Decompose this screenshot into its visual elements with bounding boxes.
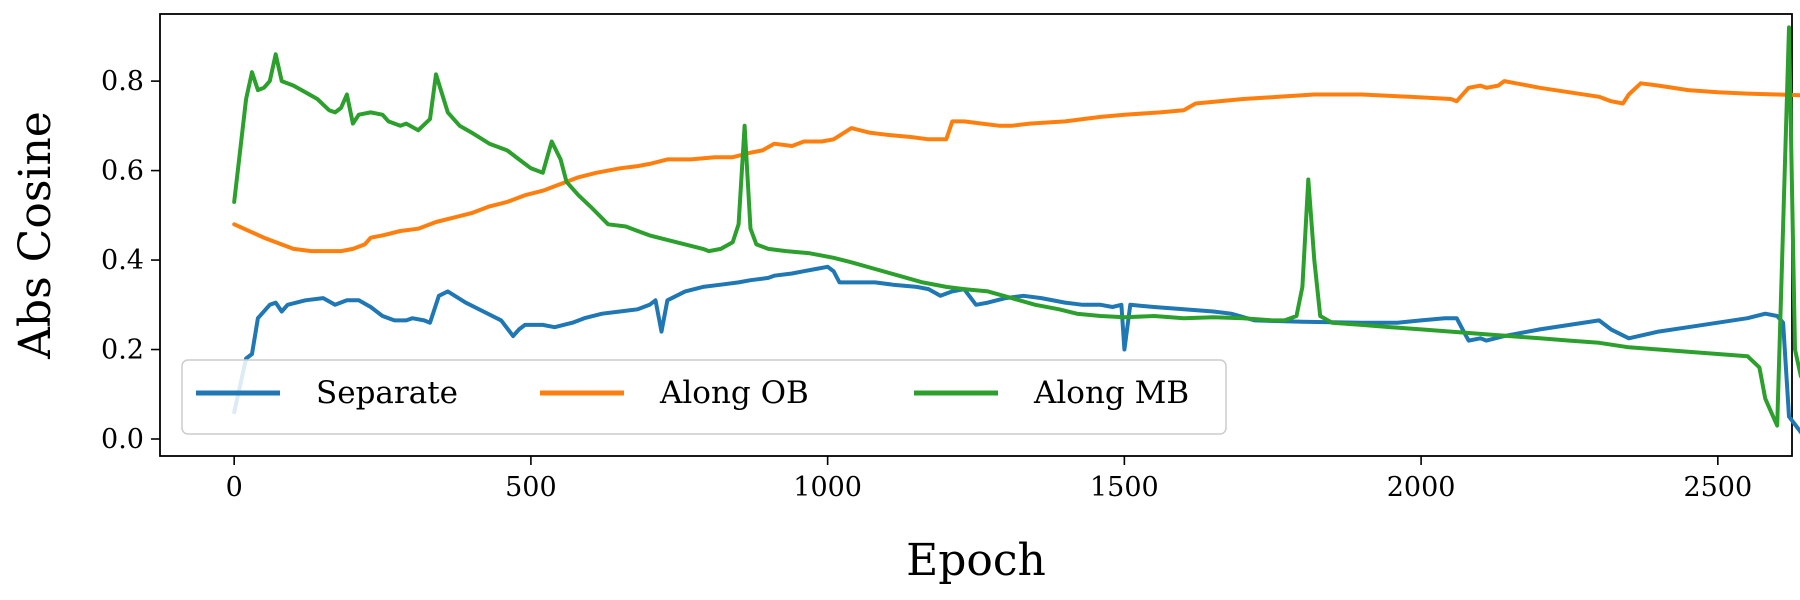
x-tick-label: 0 [226,472,243,503]
y-tick-label: 0.4 [101,245,144,276]
x-axis-title: Epoch [906,535,1046,586]
y-tick-label: 0.6 [101,156,144,187]
series-line-along-ob [232,79,1800,254]
legend-label-separate: Separate [316,375,458,411]
x-axis-ticks: 0 500 1000 1500 2000 2500 [226,456,1752,503]
y-tick-label: 0.0 [101,424,144,455]
legend-label-along-mb: Along MB [1033,375,1189,411]
x-tick-label: 1500 [1090,472,1159,503]
x-tick-label: 1000 [793,472,862,503]
x-tick-label: 500 [505,472,557,503]
y-axis-ticks: 0.0 0.2 0.4 0.6 0.8 [101,66,160,455]
legend-frame [181,359,1227,435]
y-tick-label: 0.2 [101,335,144,366]
y-axis-title: Abs Cosine [10,111,61,360]
y-tick-label: 0.8 [101,66,144,97]
legend: Separate Along OB Along MB [181,359,1227,435]
x-tick-label: 2000 [1387,472,1456,503]
legend-label-along-ob: Along OB [659,375,809,411]
x-tick-label: 2500 [1683,472,1752,503]
